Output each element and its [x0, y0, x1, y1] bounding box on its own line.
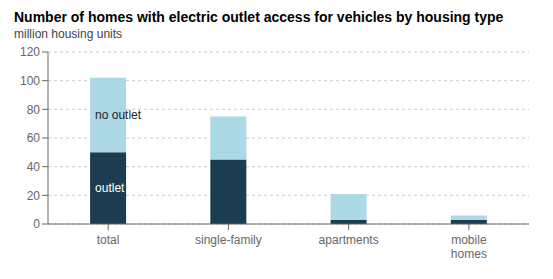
svg-text:80: 80: [27, 103, 41, 117]
svg-text:apartments: apartments: [319, 233, 379, 247]
html-text:Number of homes with electric: Number of homes with electric outlet acc…: [14, 9, 504, 25]
svg-text:20: 20: [27, 189, 41, 203]
svg-text:outlet: outlet: [95, 181, 125, 195]
svg-text:single-family: single-family: [195, 233, 262, 247]
svg-text:100: 100: [20, 74, 40, 88]
svg-text:0: 0: [33, 217, 40, 231]
svg-text:no outlet: no outlet: [95, 108, 142, 122]
html-text:million housing units: million housing units: [14, 27, 123, 41]
svg-text:40: 40: [27, 160, 41, 174]
svg-text:60: 60: [27, 131, 41, 145]
svg-text:total: total: [97, 233, 120, 247]
svg-text:120: 120: [20, 45, 40, 59]
svg-text:mobilehomes: mobilehomes: [451, 233, 487, 261]
